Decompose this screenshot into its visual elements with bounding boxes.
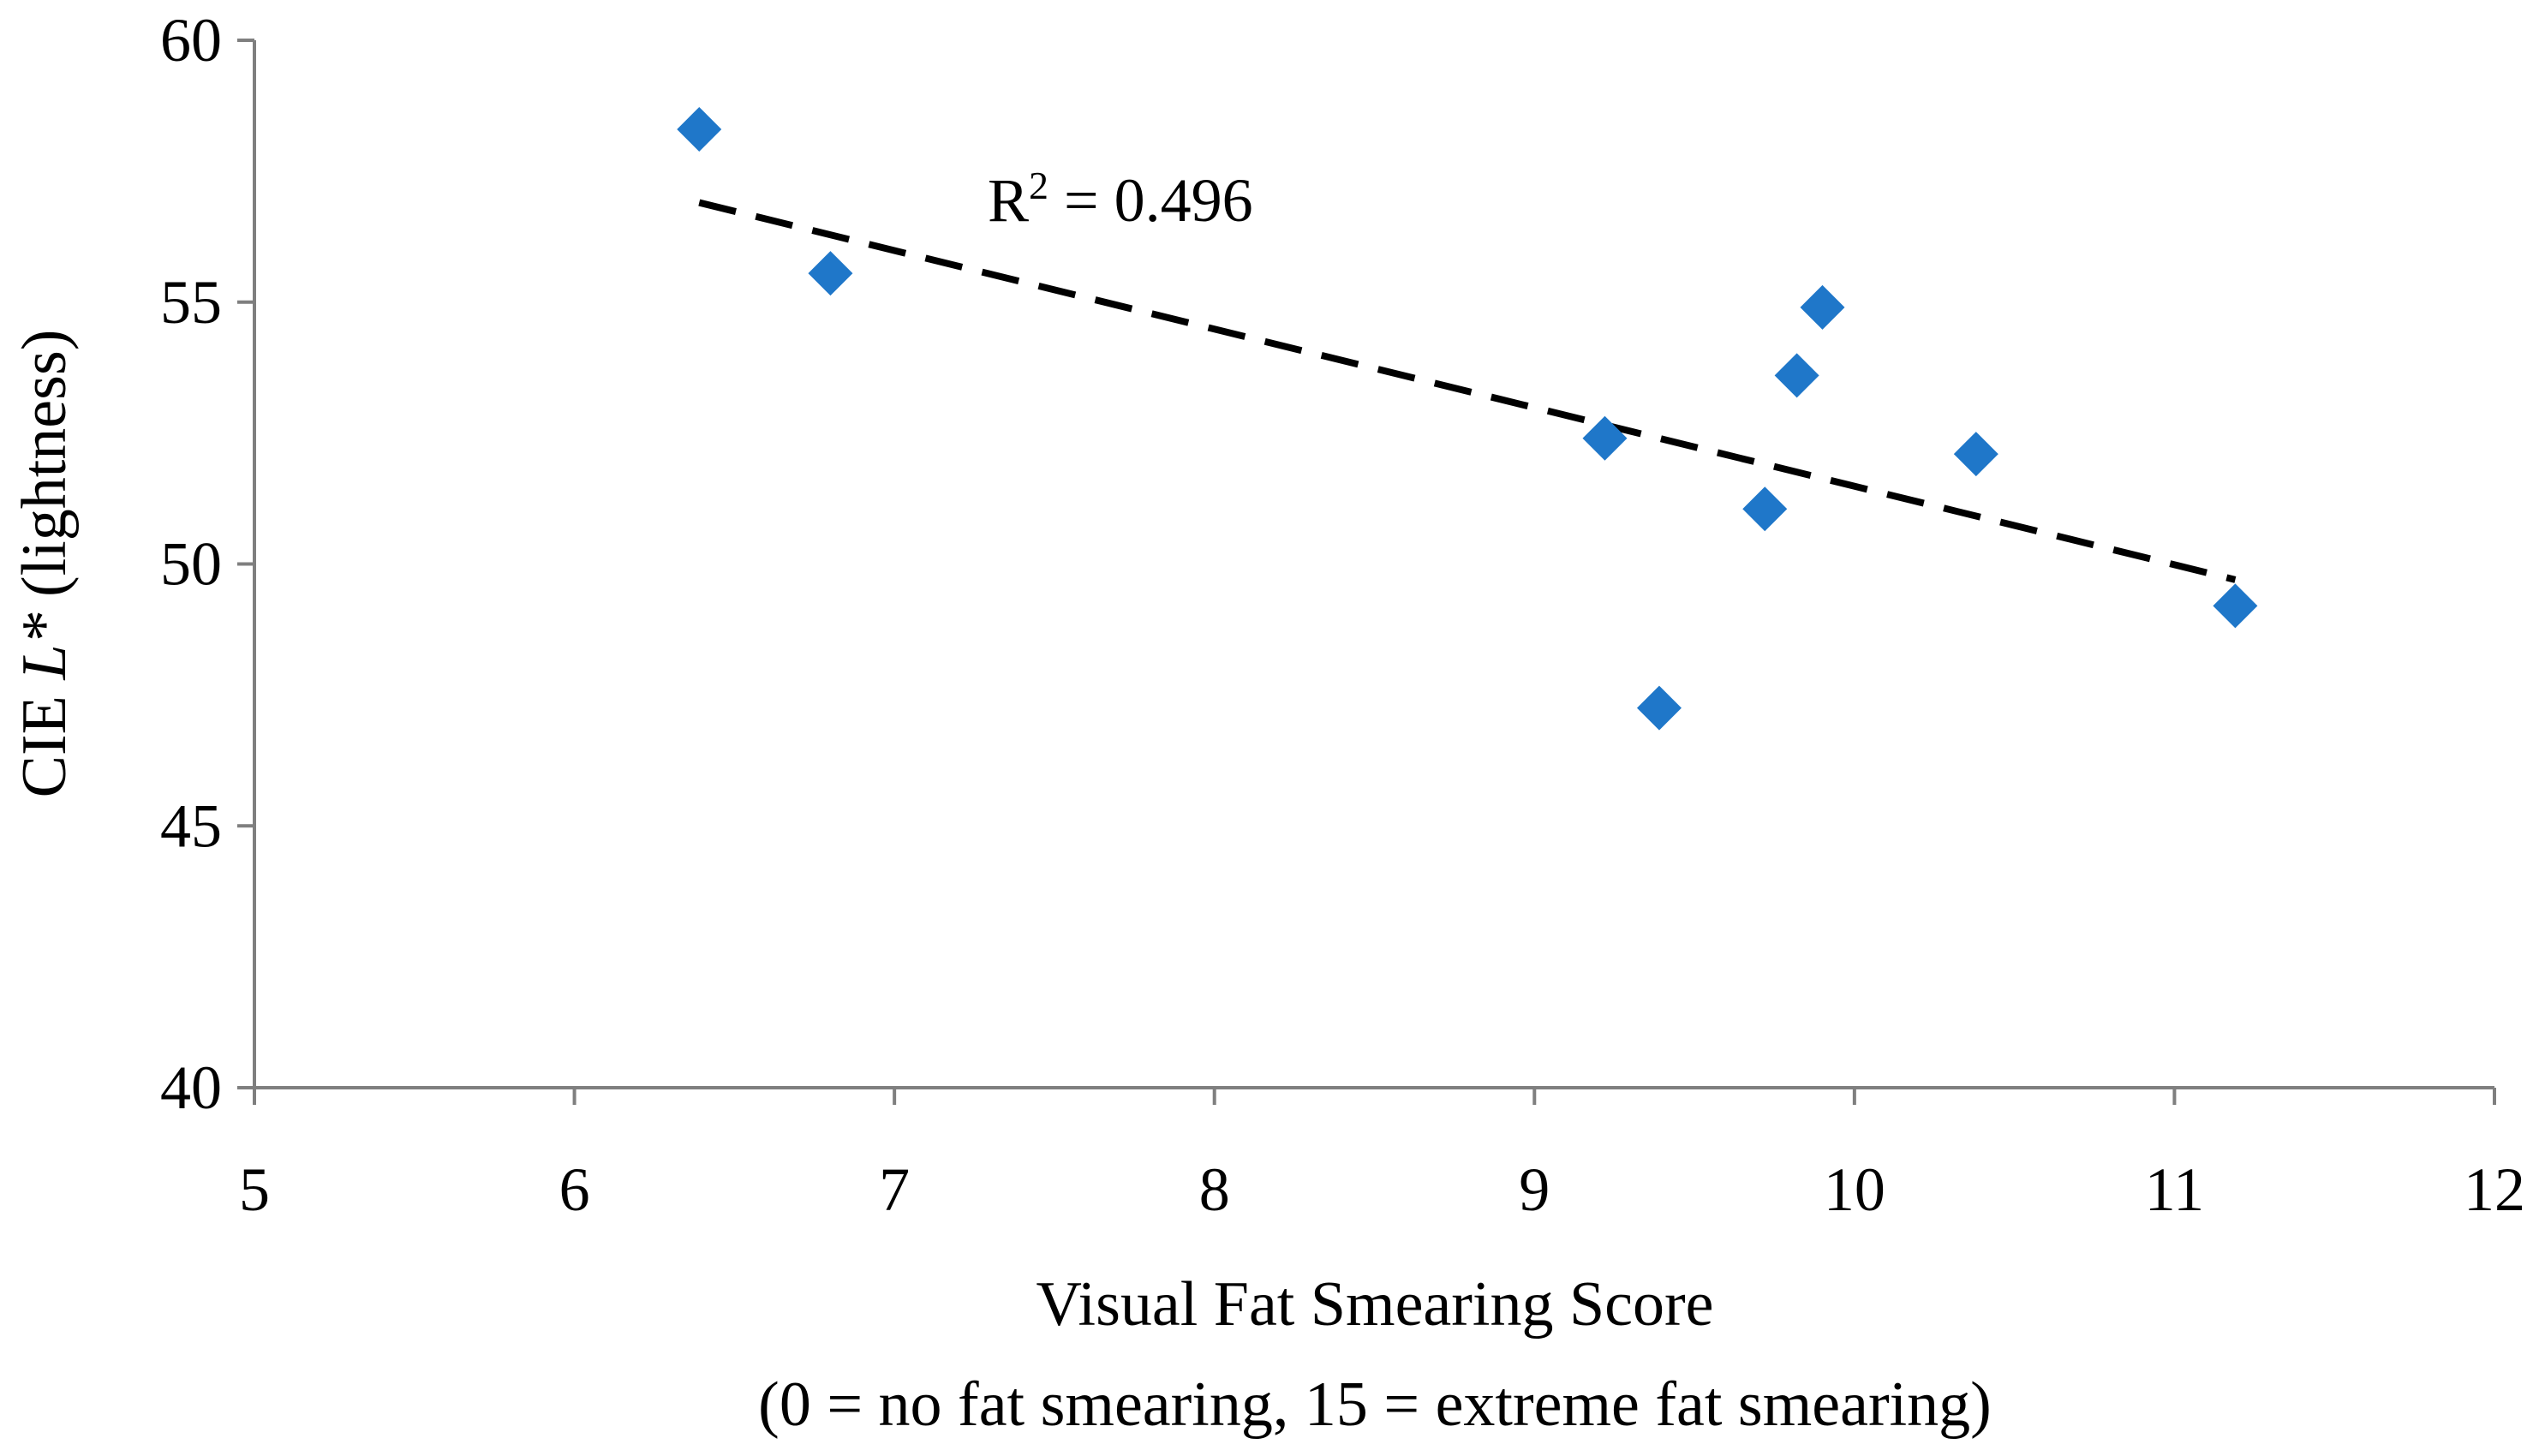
data-point	[1742, 486, 1788, 532]
data-point	[1582, 415, 1628, 461]
x-axis-subtitle: (0 = no fat smearing, 15 = extreme fat s…	[758, 1369, 1992, 1440]
y-axis-title-prefix: CIE	[9, 680, 80, 798]
x-tick-label: 11	[2145, 1155, 2204, 1224]
data-point	[677, 106, 722, 152]
y-axis-title-suffix: (lightness)	[9, 330, 80, 613]
points-layer	[677, 106, 2258, 731]
x-tick-label: 5	[239, 1155, 270, 1224]
y-tick-label: 40	[160, 1053, 222, 1122]
data-point	[1953, 432, 1998, 477]
y-tick-label: 60	[160, 6, 222, 75]
x-tick-label: 7	[879, 1155, 910, 1224]
x-tick-label: 12	[2464, 1155, 2525, 1224]
data-point	[2213, 583, 2258, 629]
y-tick-label: 50	[160, 530, 222, 599]
y-tick-label: 55	[160, 268, 222, 337]
r-squared-superscript: 2	[1029, 164, 1048, 207]
data-point	[1800, 284, 1845, 330]
r-squared-base: R	[988, 166, 1029, 235]
y-axis-title-variable: L*	[9, 613, 80, 681]
trendline	[698, 199, 2237, 583]
x-tick-label: 10	[1824, 1155, 1885, 1224]
y-axis-title: CIE L* (lightness)	[9, 330, 80, 798]
data-point	[1636, 685, 1682, 731]
x-ticks: 5 6 7 8 9 10 11 12	[239, 1088, 2525, 1224]
x-tick-label: 9	[1519, 1155, 1550, 1224]
r-squared-annotation: R2 = 0.496	[988, 164, 1253, 235]
data-point	[1774, 353, 1819, 398]
x-axis-title: Visual Fat Smearing Score	[1036, 1269, 1714, 1340]
r-squared-value: = 0.496	[1048, 166, 1253, 235]
data-point	[808, 251, 853, 296]
y-ticks: 40 45 50 55 60	[160, 6, 254, 1122]
x-tick-label: 8	[1199, 1155, 1230, 1224]
y-tick-label: 45	[160, 791, 222, 860]
trendline-layer	[698, 199, 2237, 583]
x-tick-label: 6	[559, 1155, 590, 1224]
